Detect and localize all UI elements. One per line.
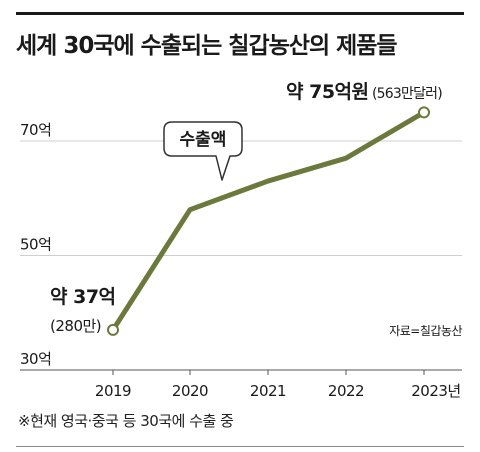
source-label: 자료=칠갑농산 bbox=[389, 324, 462, 338]
last-value-label: 약 75억원 bbox=[286, 81, 369, 103]
x-tick-label: 2020 bbox=[172, 382, 208, 400]
last-value-sublabel: (563만달러) bbox=[372, 86, 442, 102]
footnote: ※현재 영국·중국 등 30국에 수출 중 bbox=[18, 412, 234, 430]
y-tick-label: 70억 bbox=[20, 121, 51, 139]
y-tick-label: 30억 bbox=[20, 350, 51, 368]
series-line bbox=[110, 109, 427, 333]
x-tick-label: 2022 bbox=[328, 382, 364, 400]
first-value-sublabel: (280만) bbox=[50, 317, 101, 335]
data-point bbox=[418, 106, 430, 119]
x-tick-label: 2023년 bbox=[411, 382, 460, 400]
top-rule bbox=[16, 12, 464, 15]
callout-box bbox=[163, 121, 243, 181]
bottom-rule bbox=[16, 446, 464, 447]
chart-title: 세계 30국에 수출되는 칠갑농산의 제품들 bbox=[16, 33, 398, 59]
x-tick-label: 2021 bbox=[250, 382, 286, 400]
y-tick-label: 50억 bbox=[20, 236, 51, 254]
x-tick-label: 2019 bbox=[95, 382, 131, 400]
first-value-label: 약 37억 bbox=[50, 286, 116, 308]
callout-label: 수출액 bbox=[180, 130, 227, 150]
data-point bbox=[107, 323, 119, 336]
